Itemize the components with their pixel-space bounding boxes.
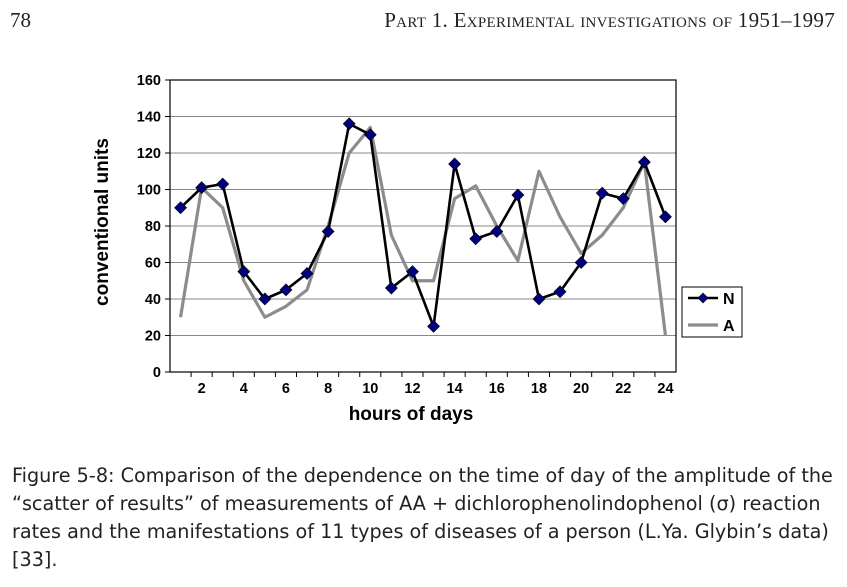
data-point-n (637, 155, 651, 169)
x-tick-label: 4 (240, 381, 248, 397)
chart-grid (170, 116, 676, 336)
data-point-n (174, 201, 187, 215)
data-point-n (553, 285, 567, 299)
data-point-n (427, 319, 440, 333)
x-tick-label: 6 (282, 381, 290, 397)
data-point-n (300, 267, 314, 280)
y-tick-label: 100 (137, 183, 161, 199)
series-lines (174, 117, 672, 336)
x-tick-label: 14 (447, 381, 463, 397)
data-point-n (216, 177, 230, 191)
data-point-n (195, 181, 209, 195)
y-tick-label: 60 (145, 256, 161, 272)
data-point-n (279, 283, 293, 297)
data-point-n (532, 292, 546, 306)
data-point-n (659, 210, 672, 224)
figure-caption: Figure 5-8: Comparison of the dependence… (12, 464, 833, 571)
y-tick-label: 140 (137, 110, 161, 126)
y-tick-label: 120 (137, 146, 161, 162)
legend-label-a: A (723, 318, 735, 335)
x-tick-label: 10 (362, 381, 378, 397)
y-tick-label: 0 (153, 365, 161, 381)
y-tick-label: 80 (145, 219, 161, 235)
y-tick-label: 40 (145, 292, 161, 308)
data-point-n (384, 281, 398, 295)
data-point-n (616, 192, 630, 206)
legend-box (681, 286, 743, 338)
data-point-n (342, 117, 356, 131)
y-tick-label: 20 (145, 329, 161, 345)
y-tick-label: 160 (137, 73, 161, 89)
data-point-n (448, 157, 462, 171)
x-tick-label: 22 (615, 381, 631, 397)
data-point-n (469, 232, 483, 246)
x-tick-label: 8 (324, 381, 332, 397)
legend-marker (697, 292, 709, 304)
y-axis-ticks: 0 20 40 60 80 100 120 140 160 (137, 73, 170, 381)
x-tick-label: 2 (198, 381, 206, 397)
x-tick-label: 24 (657, 381, 673, 397)
data-point-n (574, 256, 588, 269)
page-number: 78 (10, 8, 31, 32)
x-axis-label: hours of days (349, 404, 474, 425)
data-point-n (363, 128, 377, 142)
x-tick-label: 18 (531, 381, 547, 397)
x-tick-label: 16 (489, 381, 505, 397)
data-point-n (258, 292, 272, 306)
series-line-a (178, 125, 668, 336)
data-point-n (490, 225, 504, 238)
data-point-n (237, 265, 251, 279)
data-point-n (321, 225, 335, 238)
legend: NA (681, 286, 743, 338)
y-axis-label: conventional units (92, 138, 113, 306)
running-head: Part 1. Experimental investigations of 1… (384, 8, 835, 32)
series-line-n (179, 122, 667, 328)
data-point-n (406, 265, 419, 279)
x-tick-label: 12 (404, 381, 420, 397)
x-tick-label: 20 (573, 381, 589, 397)
x-axis-ticks: 2 4 6 8 10 12 14 16 18 20 22 24 (190, 372, 674, 397)
data-point-n (511, 188, 525, 202)
legend-label-n: N (723, 291, 735, 308)
data-point-n (595, 186, 609, 200)
